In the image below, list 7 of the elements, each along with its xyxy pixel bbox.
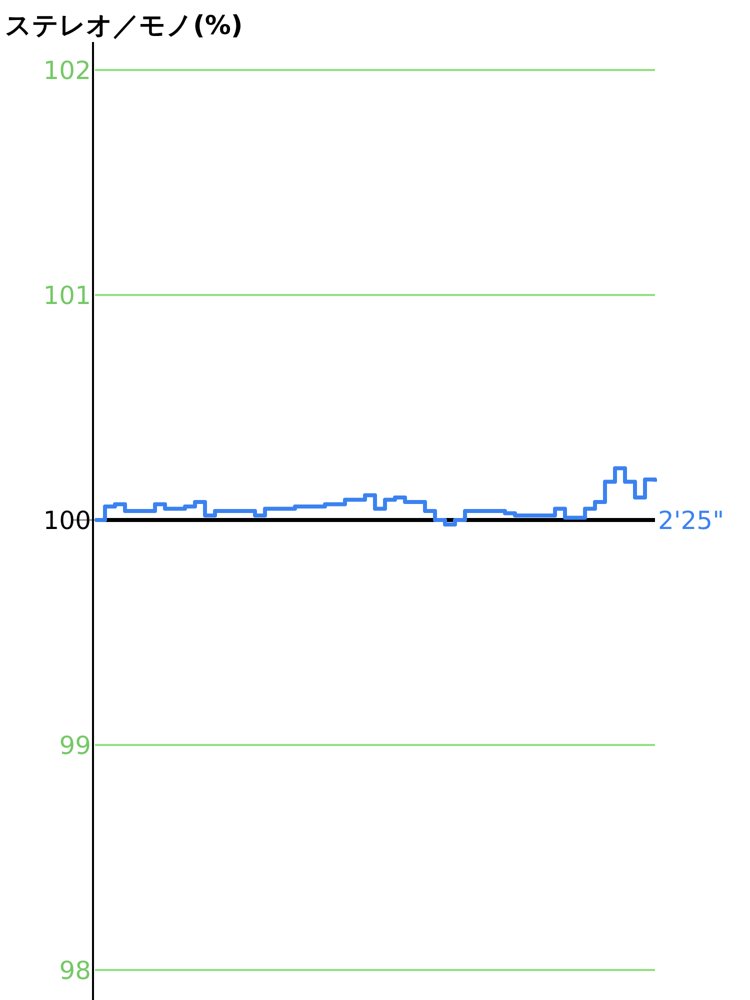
y-tick-label: 99 (59, 731, 91, 760)
text: 2'25" (658, 506, 724, 535)
y-tick-label: 101 (43, 281, 91, 310)
y-tick-label: 102 (43, 56, 91, 85)
y-tick-label: 100 (43, 506, 91, 535)
y-tick-label: 98 (59, 956, 91, 985)
y-axis-title: ステレオ／モノ(%) (5, 11, 243, 41)
